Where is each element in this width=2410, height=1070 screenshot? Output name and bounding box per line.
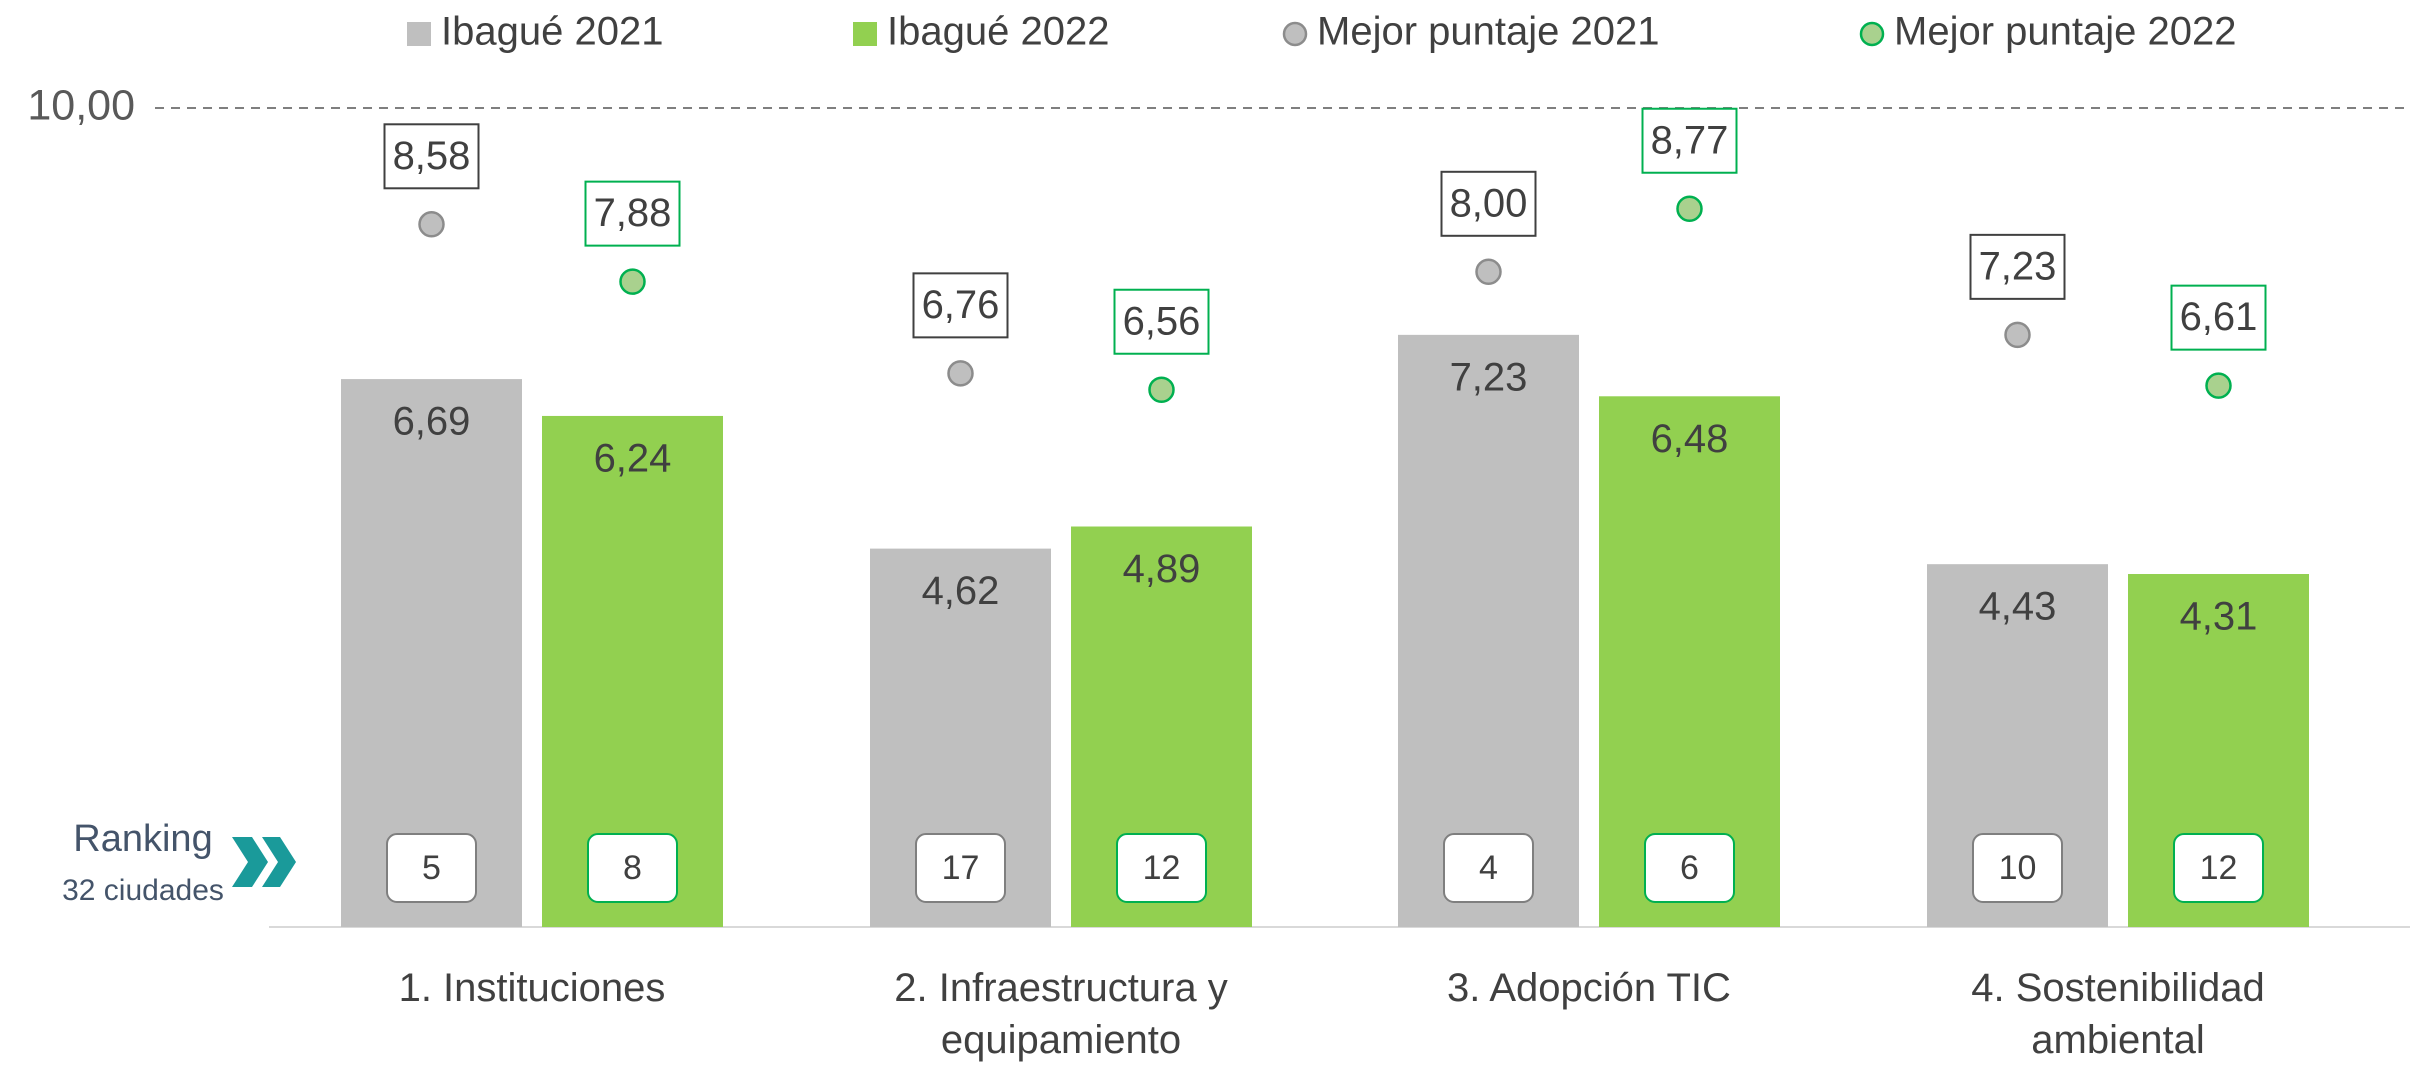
rank-label-box [2173, 833, 2264, 903]
data-label-box [1969, 233, 2066, 300]
marker [2205, 372, 2232, 399]
data-label-box [1113, 288, 1210, 355]
x-tick-label: 1. Instituciones [399, 966, 666, 1010]
marker [619, 268, 646, 295]
rank-label-box [1972, 833, 2063, 903]
data-label: 6,56 [1123, 299, 1201, 343]
rank-label: 12 [2200, 849, 2238, 887]
x-tick-label-line: 1. Instituciones [399, 966, 666, 1010]
data-label: 8,00 [1450, 181, 1528, 225]
data-label: 4,62 [922, 569, 1000, 613]
x-tick-label: 3. Adopción TIC [1447, 966, 1731, 1010]
x-tick-label-line: ambiental [2031, 1018, 2204, 1062]
x-tick-label-line: 2. Infraestructura y [894, 966, 1227, 1010]
marker [1475, 258, 1502, 286]
marker [947, 360, 974, 387]
rank-label: 5 [422, 849, 441, 887]
legend-label: Mejor puntaje 2021 [1317, 10, 1659, 54]
rank-label: 8 [623, 849, 642, 887]
ranking-arrow [232, 837, 296, 887]
rank-label-box [1116, 833, 1207, 903]
x-tick-label-line: 3. Adopción TIC [1447, 966, 1731, 1010]
bar [1398, 334, 1579, 927]
data-label: 8,58 [393, 134, 471, 178]
x-tick-label: 4. Sostenibilidad ambiental [1971, 966, 2265, 1062]
x-tick-label-line: 4. Sostenibilidad [1971, 966, 2265, 1010]
legend-marker [1859, 21, 1885, 47]
rank-label-box [386, 833, 477, 903]
ranking-sublabel: 32 ciudades [62, 874, 224, 907]
data-label: 4,31 [2180, 595, 2258, 639]
rank-label: 12 [1143, 849, 1181, 887]
data-label: 6,48 [1651, 417, 1729, 461]
data-label: 6,69 [393, 400, 471, 444]
x-tick-label: 2. Infraestructura y equipamiento [894, 966, 1227, 1062]
data-label: 7,23 [1979, 244, 2057, 288]
data-label-box [1440, 170, 1537, 237]
rank-label-box [1443, 833, 1534, 903]
marker [1676, 195, 1703, 222]
data-label: 6,61 [2180, 295, 2258, 339]
rank-label-box [1644, 833, 1735, 903]
legend-label: Ibagué 2021 [441, 10, 663, 54]
rank-label-box [915, 833, 1006, 903]
data-label: 6,24 [594, 437, 672, 481]
data-label-box [2170, 284, 2267, 351]
rank-label: 17 [942, 849, 980, 887]
data-label: 4,89 [1123, 547, 1201, 591]
rank-label: 10 [1999, 849, 2037, 887]
marker [418, 211, 445, 238]
y-tick-label: 10,00 [27, 81, 135, 129]
rank-label: 6 [1680, 849, 1699, 887]
rank-label-box [587, 833, 678, 903]
data-label-box [383, 123, 480, 190]
data-label-box [912, 272, 1009, 339]
data-label: 7,88 [594, 191, 672, 235]
legend-marker [407, 22, 431, 46]
legend-marker [1282, 21, 1308, 47]
legend-label: Mejor puntaje 2022 [1894, 10, 2236, 54]
rank-label: 4 [1479, 849, 1498, 887]
legend-label: Ibagué 2022 [887, 10, 1109, 54]
marker [1148, 376, 1175, 403]
marker [2004, 321, 2031, 349]
data-label-box [1641, 107, 1738, 174]
legend-marker [853, 22, 877, 46]
data-label: 6,76 [922, 283, 1000, 327]
data-label: 7,23 [1450, 355, 1528, 399]
x-tick-label-line: equipamiento [941, 1018, 1181, 1062]
data-label: 4,43 [1979, 585, 2057, 629]
ranking-label: Ranking [73, 818, 212, 860]
data-label: 8,77 [1651, 118, 1729, 162]
data-label-box [584, 180, 681, 247]
